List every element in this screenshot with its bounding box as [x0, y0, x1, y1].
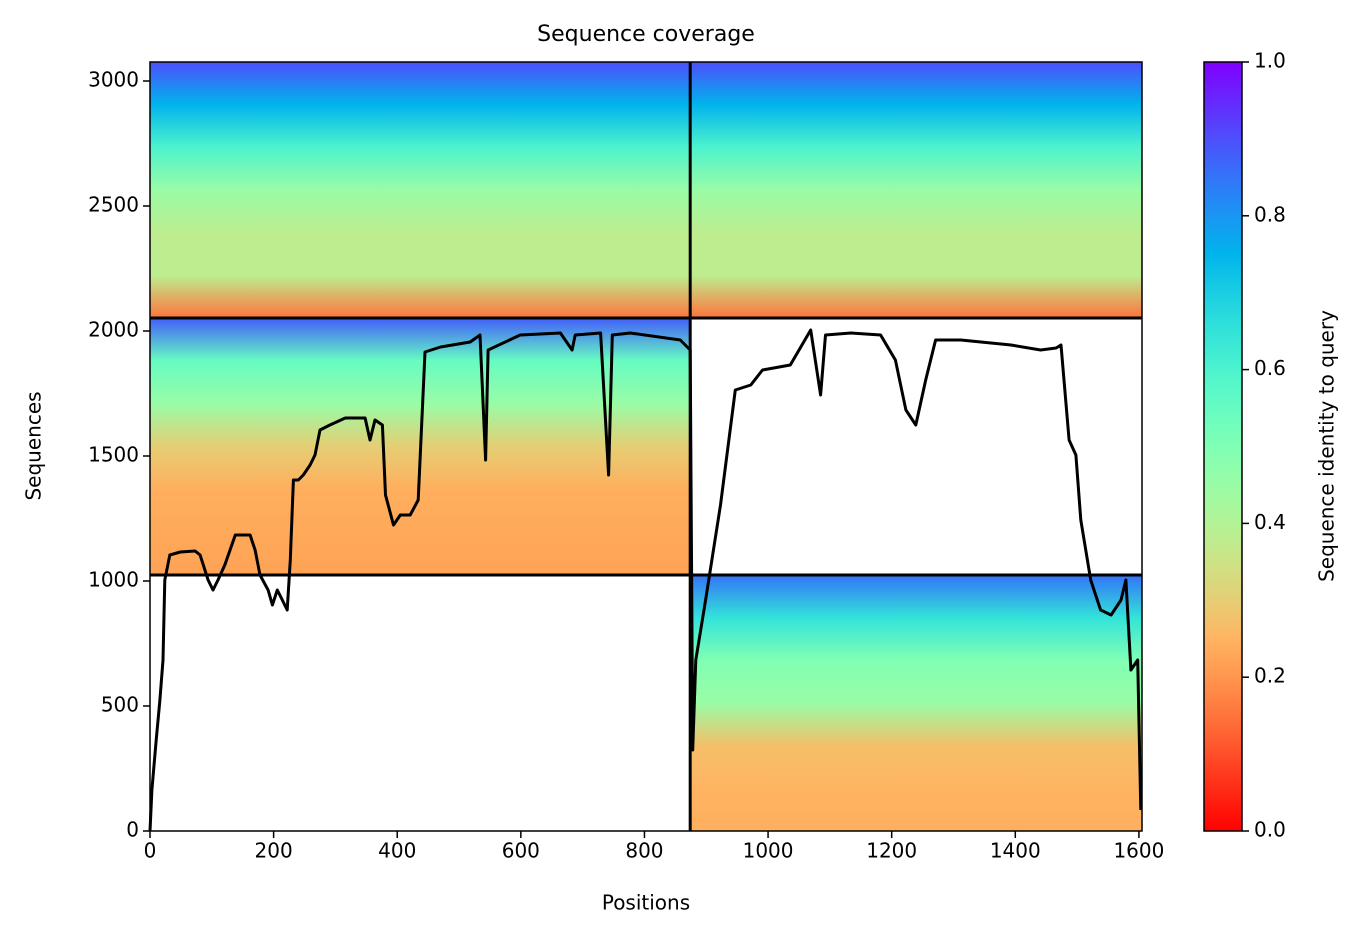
chart-title: Sequence coverage — [537, 22, 755, 47]
colorbar-label: Sequence identity to query — [1315, 310, 1339, 582]
colorbar-tick-label: 0.4 — [1254, 510, 1286, 534]
colorbar-tick-label: 0.2 — [1254, 664, 1286, 688]
colorbar-tick-label: 0.0 — [1254, 818, 1286, 842]
y-tick-label: 2000 — [88, 318, 139, 342]
msa-block — [690, 575, 1142, 831]
x-tick-label: 1600 — [1113, 839, 1164, 863]
y-tick-label: 500 — [101, 693, 139, 717]
y-tick-label: 1500 — [88, 443, 139, 467]
y-tick-label: 1000 — [88, 568, 139, 592]
y-tick-label: 0 — [126, 818, 139, 842]
x-tick-label: 800 — [625, 839, 663, 863]
colorbar-tick-label: 0.8 — [1254, 202, 1286, 226]
y-axis-label: Sequences — [22, 391, 46, 500]
msa-block — [690, 62, 1142, 318]
colorbar-tick-label: 1.0 — [1254, 49, 1286, 73]
x-tick-label: 1400 — [990, 839, 1041, 863]
x-axis-label: Positions — [602, 891, 690, 915]
y-tick-label: 3000 — [88, 68, 139, 92]
x-tick-label: 1000 — [743, 839, 794, 863]
x-tick-label: 1200 — [866, 839, 917, 863]
plot-frame — [149, 61, 1143, 832]
colorbar — [1203, 61, 1243, 832]
msa-block — [150, 62, 691, 318]
coverage-line — [148, 328, 1143, 832]
x-tick-label: 200 — [255, 839, 293, 863]
x-tick-label: 600 — [502, 839, 540, 863]
x-tick-label: 0 — [144, 839, 157, 863]
x-tick-label: 400 — [378, 839, 416, 863]
y-tick-label: 2500 — [88, 193, 139, 217]
colorbar-tick-label: 0.6 — [1254, 356, 1286, 380]
